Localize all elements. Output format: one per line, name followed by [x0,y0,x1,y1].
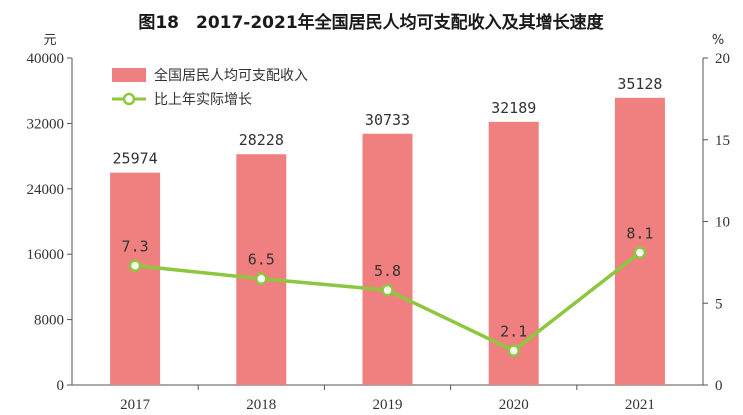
axes: 0 8000 16000 24000 32000 40000 0 5 10 15 20 2017 201… [27,51,731,413]
right-tick-label: 0 [715,378,723,394]
left-tick-label: 0 [57,378,65,394]
left-tick-label: 40000 [27,51,65,67]
line-value-label: 8.1 [626,225,653,243]
x-tick-label: 2017 [120,397,151,413]
bar [614,97,665,385]
line-value-label: 2.1 [500,323,527,341]
legend-swatch-bar [112,68,146,82]
right-tick-label: 5 [715,296,723,312]
right-tick-label: 15 [715,133,730,149]
bar [110,172,161,385]
bar-value-label: 32189 [491,99,536,117]
legend-label-bar: 全国居民人均可支配收入 [154,67,308,84]
line-value-label: 5.8 [374,262,401,280]
bar-value-label: 28228 [239,131,284,149]
line-point [255,272,268,285]
bar-value-label: 35128 [617,75,662,93]
line-value-label: 6.5 [248,251,275,269]
x-tick-label: 2021 [625,397,655,413]
x-tick-label: 2019 [373,397,403,413]
left-tick-label: 16000 [27,247,65,263]
line-value-label: 7.3 [122,238,149,256]
x-tick-label: 2018 [246,397,276,413]
line-point [128,259,142,272]
line-series: 7.3 6.5 5.8 2.1 8.1 [122,225,653,357]
left-tick-label: 32000 [27,116,65,132]
chart-title: 图18 2017-2021年全国居民人均可支配收入及其增长速度 [138,12,604,33]
legend: 全国居民人均可支配收入 比上年实际增长 [112,67,308,108]
left-axis-unit: 元 [43,33,56,48]
bar [236,154,287,385]
line-point [507,344,520,357]
left-tick-label: 8000 [34,313,64,329]
bar-value-label: 30733 [365,111,410,129]
line-point [633,246,647,259]
x-tick-label: 2020 [499,397,529,413]
legend-swatch-marker [122,92,136,106]
right-tick-label: 20 [715,51,730,67]
bar [362,133,413,385]
right-tick-label: 10 [715,215,730,231]
bars: 25974 28228 30733 32189 35128 [110,75,665,386]
left-tick-label: 24000 [27,182,65,198]
bar-value-label: 25974 [113,150,158,168]
legend-label-line: 比上年实际增长 [154,92,252,108]
line-point [381,283,394,297]
right-axis-unit: % [712,33,724,48]
